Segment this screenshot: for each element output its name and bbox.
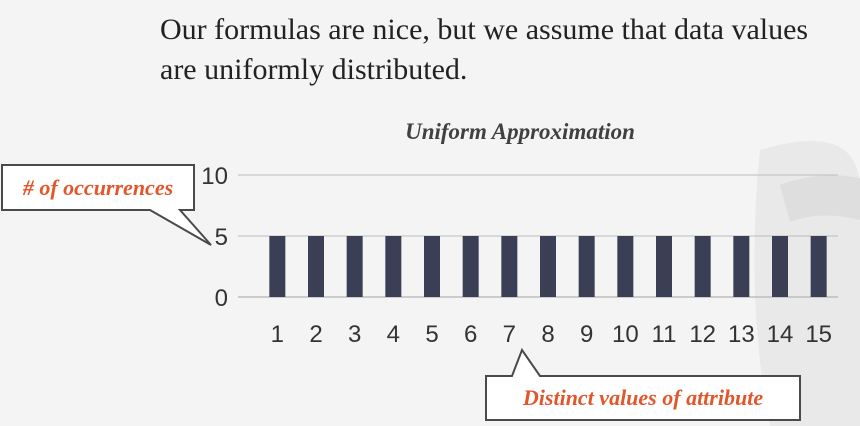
x-tick-label: 9 bbox=[580, 321, 593, 348]
bar bbox=[269, 236, 286, 297]
y-tick-label: 0 bbox=[215, 285, 228, 312]
bar bbox=[424, 236, 440, 297]
x-tick-label: 1 bbox=[271, 321, 284, 348]
x-tick-label: 14 bbox=[767, 321, 794, 348]
x-tick-label: 3 bbox=[348, 321, 361, 348]
x-tick-label: 2 bbox=[309, 321, 322, 348]
y-axis-callout-label: # of occurrences bbox=[22, 175, 173, 200]
y-tick-label: 5 bbox=[215, 224, 228, 251]
bar bbox=[694, 236, 711, 297]
x-tick-label: 8 bbox=[541, 321, 554, 348]
x-tick-label: 5 bbox=[425, 321, 438, 348]
x-tick-label: 11 bbox=[652, 321, 677, 348]
x-tick-label: 15 bbox=[805, 321, 832, 348]
y-tick-labels: 0 5 10 bbox=[201, 163, 228, 312]
y-axis-callout: # of occurrences bbox=[1, 164, 212, 246]
chart-title: Uniform Approximation bbox=[405, 119, 635, 144]
x-axis-callout: Distinct values of attribute bbox=[485, 347, 801, 421]
x-tick-label: 10 bbox=[612, 321, 639, 348]
y-tick-label: 10 bbox=[201, 163, 228, 190]
bar bbox=[346, 236, 363, 297]
bar bbox=[462, 236, 479, 297]
x-tick-label: 7 bbox=[503, 321, 516, 348]
x-tick-label: 12 bbox=[689, 321, 716, 348]
x-axis-callout-label: Distinct values of attribute bbox=[522, 385, 763, 410]
x-tick-label: 13 bbox=[728, 321, 755, 348]
bar bbox=[578, 236, 595, 297]
slide-body-text: Our formulas are nice, but we assume tha… bbox=[160, 13, 809, 86]
bar bbox=[617, 236, 634, 297]
bar bbox=[308, 236, 324, 297]
bar bbox=[385, 236, 402, 297]
bar bbox=[540, 236, 556, 297]
bar bbox=[501, 236, 518, 297]
x-tick-labels: 1 2 3 4 5 6 7 8 9 10 11 12 13 14 15 bbox=[271, 321, 832, 348]
bar bbox=[810, 236, 827, 297]
x-tick-label: 6 bbox=[464, 321, 477, 348]
bar bbox=[656, 236, 672, 297]
bar bbox=[772, 236, 788, 297]
bar bbox=[733, 236, 750, 297]
x-tick-label: 4 bbox=[387, 321, 400, 348]
bars bbox=[269, 236, 827, 297]
